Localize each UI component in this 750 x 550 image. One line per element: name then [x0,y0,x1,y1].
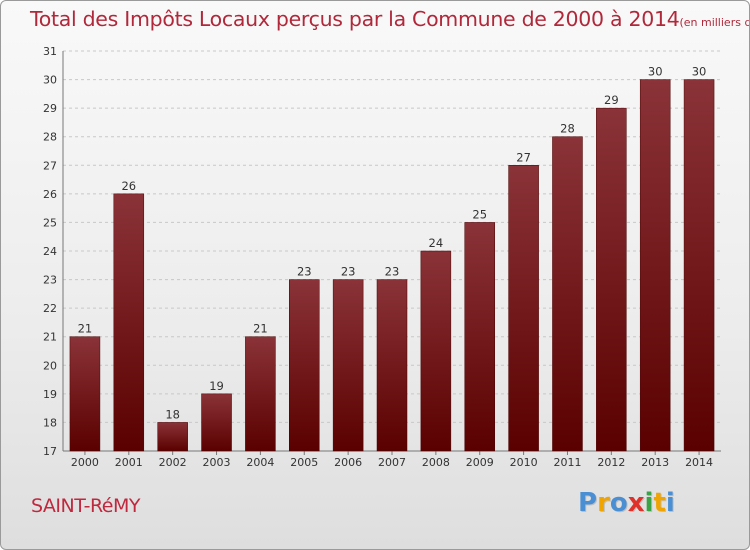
data-label-2007: 23 [385,265,400,279]
bar-2001[interactable] [113,193,145,452]
bar-2003[interactable] [201,393,232,452]
data-label-2009: 25 [472,207,487,221]
bar-2005[interactable] [289,279,320,452]
data-label-2014: 30 [692,65,707,79]
y-tick-label: 20 [43,359,57,372]
chart-title: Total des Impôts Locaux perçus par la Co… [30,7,749,31]
data-label-2008: 24 [429,236,444,250]
data-labels: 21 26 18 19 21 23 23 23 24 25 27 28 29 30 30 [78,65,707,422]
logo-letter: P [578,488,598,518]
proxiti-logo[interactable]: Proxiti [578,488,675,518]
data-label-2002: 18 [165,407,180,421]
data-label-2011: 28 [560,122,575,136]
x-tick-label: 2003 [203,456,231,469]
data-label-2005: 23 [297,265,312,279]
y-tick-label: 22 [43,302,57,315]
bar-2011[interactable] [552,136,583,452]
bar-2007[interactable] [376,279,408,452]
bar-2000[interactable] [69,336,101,452]
y-tick-label: 25 [43,216,57,229]
data-label-2004: 21 [253,322,268,336]
data-label-2006: 23 [341,265,356,279]
bar-2002[interactable] [157,422,188,452]
x-tick-label: 2010 [510,456,538,469]
logo-letter: x [627,488,645,518]
y-tick-label: 30 [43,74,57,87]
logo-letter: r [597,488,610,518]
logo-letter: i [644,488,654,518]
y-tick-label: 21 [43,331,57,344]
data-label-2010: 27 [516,150,531,164]
bar-2009[interactable] [464,222,495,452]
y-tick-label: 18 [43,416,57,429]
bar-2012[interactable] [596,107,627,452]
data-label-2001: 26 [121,179,136,193]
y-tick-label: 17 [43,445,57,458]
y-tick-label: 19 [43,388,57,401]
bar-2010[interactable] [508,165,539,452]
bar-2004[interactable] [245,336,276,452]
x-tick-label: 2012 [597,456,625,469]
bars [69,79,715,452]
y-tick-label: 31 [43,45,57,58]
commune-name: SAINT-RéMY [31,495,140,517]
data-label-2012: 29 [604,93,619,107]
y-tick-label: 23 [43,274,57,287]
data-label-2000: 21 [78,322,93,336]
x-tick-label: 2008 [422,456,450,469]
x-tick-label: 2014 [685,456,713,469]
logo-letter: i [665,488,675,518]
chart-unit-label: (en milliers d'€) [679,16,749,29]
y-tick-label: 29 [43,102,57,115]
x-tick-label: 2000 [71,456,99,469]
bar-2006[interactable] [332,279,364,452]
x-tick-label: 2011 [553,456,581,469]
data-label-2003: 19 [209,379,224,393]
chart-title-text: Total des Impôts Locaux perçus par la Co… [30,7,680,31]
bar-2013[interactable] [639,79,671,452]
x-tick-label: 2004 [246,456,274,469]
x-tick-label: 2005 [290,456,318,469]
logo-letter: o [609,488,628,518]
data-label-2013: 30 [648,65,663,79]
x-tick-label: 2006 [334,456,362,469]
bar-2014[interactable] [683,79,715,452]
y-tick-label: 24 [43,245,57,258]
logo-letter: t [653,488,666,518]
y-tick-label: 26 [43,188,57,201]
bar-2008[interactable] [420,250,452,452]
x-tick-label: 2002 [159,456,187,469]
x-tick-label: 2009 [466,456,494,469]
x-tick-label: 2013 [641,456,669,469]
y-tick-label: 28 [43,131,57,144]
x-tick-label: 2007 [378,456,406,469]
y-tick-label: 27 [43,159,57,172]
x-tick-label: 2001 [115,456,143,469]
